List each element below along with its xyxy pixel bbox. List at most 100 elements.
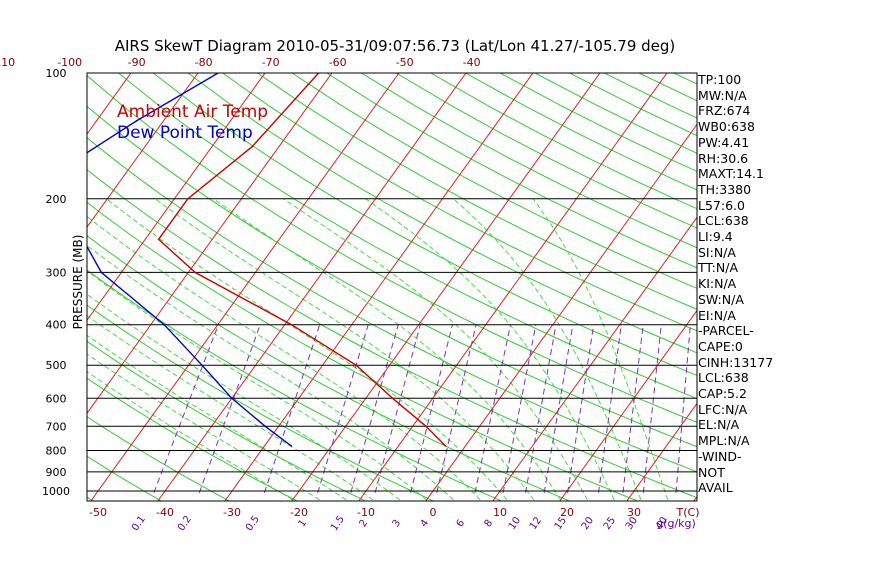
stat-line: LCL:638 <box>698 370 868 386</box>
bottom-temp-tick-label: -20 <box>290 506 308 519</box>
stat-line: -WIND- <box>698 449 868 465</box>
ambient-air-temp-point <box>158 239 160 241</box>
dew-point-temp-point <box>201 364 203 366</box>
stat-line: EL:N/A <box>698 417 868 433</box>
isotherm-line <box>291 54 613 502</box>
stat-line: FRZ:674 <box>698 103 868 119</box>
mixing-ratio-tick-label: 1.5 <box>329 514 347 533</box>
mixing-ratio-tick-label: 3 <box>391 518 404 530</box>
stat-line: AVAIL <box>698 480 868 496</box>
mixing-ratio-line <box>411 325 453 493</box>
ambient-air-temp-point <box>187 198 189 200</box>
top-temp-tick-label: -60 <box>329 56 347 69</box>
moist-adiabat-line <box>106 199 507 500</box>
ambient-air-temp-point <box>291 324 293 326</box>
top-temp-tick-label: -50 <box>396 56 414 69</box>
pressure-tick-label: 200 <box>46 193 67 206</box>
stat-line: MPL:N/A <box>698 433 868 449</box>
pressure-tick-label: 600 <box>46 392 67 405</box>
mixing-ratio-tick-label: 2 <box>358 518 371 530</box>
mixing-ratio-tick-label: 20 <box>580 515 596 532</box>
pressure-tick-label: 1000 <box>42 485 70 498</box>
moist-adiabat-line <box>30 199 454 500</box>
y-axis-label: PRESSURE (MB) <box>71 235 85 330</box>
dew-point-temp-point <box>231 398 233 400</box>
stat-line: L57:6.0 <box>698 198 868 214</box>
stat-line: CAPE:0 <box>698 339 868 355</box>
dry-adiabat-line <box>0 73 26 502</box>
bottom-temp-tick-label: -30 <box>223 506 241 519</box>
stat-line: MAXT:14.1 <box>698 166 868 182</box>
top-temp-tick-label: -70 <box>262 56 280 69</box>
mixing-ratio-tick-label: 0.1 <box>130 514 148 533</box>
mixing-ratio-tick-label: 12 <box>528 515 544 532</box>
mixing-ratio-tick-label: 4 <box>419 518 432 530</box>
stat-line: MW:N/A <box>698 88 868 104</box>
mixing-ratio-tick-label: 6 <box>455 518 468 530</box>
dew-point-temp-point <box>163 324 165 326</box>
stat-line: LFC:N/A <box>698 402 868 418</box>
chart-title: AIRS SkewT Diagram 2010-05-31/09:07:56.7… <box>115 37 676 55</box>
dry-adiabat-line <box>0 73 639 502</box>
top-temp-tick-label: -110 <box>0 56 15 69</box>
isotherm-line <box>358 54 680 502</box>
legend-dew-point-temp: Dew Point Temp <box>117 123 253 143</box>
pressure-tick-label: 900 <box>46 466 67 479</box>
stat-line: LCL:638 <box>698 213 868 229</box>
mixing-ratio-line <box>544 325 573 493</box>
mixing-ratio-line <box>375 325 420 493</box>
moist-adiabat-line <box>533 199 668 500</box>
bottom-temp-tick-label: 0 <box>430 506 437 519</box>
mixing-ratio-tick-label: 10 <box>507 515 523 532</box>
ambient-air-temp-point <box>445 445 447 447</box>
mixing-ratio-line <box>154 325 219 493</box>
top-temp-tick-label: -80 <box>195 56 213 69</box>
mixing-ratio-tick-label: 0.5 <box>244 514 262 533</box>
pressure-tick-label: 400 <box>46 319 67 332</box>
dew-point-temp-point <box>264 426 266 428</box>
mixing-ratio-tick-label: 25 <box>602 515 618 532</box>
stat-line: EI:N/A <box>698 308 868 324</box>
mixing-ratio-tick-label: 0.2 <box>176 514 194 533</box>
pressure-tick-label: 700 <box>46 420 67 433</box>
pressure-tick-label: 800 <box>46 445 67 458</box>
moist-adiabat-line <box>65 199 480 500</box>
isotherm-line <box>224 54 546 502</box>
top-temp-tick-label: -40 <box>463 56 481 69</box>
bottom-temp-tick-label: -40 <box>156 506 174 519</box>
stat-line: CAP:5.2 <box>698 386 868 402</box>
ambient-air-temp-point <box>392 398 394 400</box>
stat-line: CINH:13177 <box>698 355 868 371</box>
mixing-ratio-tick-label: 8 <box>483 518 496 530</box>
stat-line: TT:N/A <box>698 260 868 276</box>
top-temp-tick-label: -90 <box>128 56 146 69</box>
dew-point-temp-point <box>291 445 293 447</box>
stat-line: LI:9.4 <box>698 229 868 245</box>
ambient-air-temp-point <box>355 364 357 366</box>
stat-line: NOT <box>698 465 868 481</box>
bottom-temp-tick-label: -10 <box>357 506 375 519</box>
dew-point-temp-point <box>101 272 103 274</box>
ambient-air-temp-point <box>251 146 253 148</box>
moist-adiabat-line <box>366 199 615 500</box>
stat-line: RH:30.6 <box>698 151 868 167</box>
mixing-ratio-line <box>568 325 594 493</box>
isotherm-line <box>0 54 11 502</box>
legend-ambient-air-temp: Ambient Air Temp <box>117 102 268 122</box>
moist-adiabat-line <box>283 199 587 500</box>
mixing-ratio-line <box>643 325 661 493</box>
mixing-ratio-line <box>676 325 690 493</box>
top-temp-tick-label: -100 <box>57 56 82 69</box>
bottom-temp-tick-label: -50 <box>89 506 107 519</box>
stat-line: SW:N/A <box>698 292 868 308</box>
pressure-tick-label: 300 <box>46 266 67 279</box>
stat-line: WB0:638 <box>698 119 868 135</box>
mixing-ratio-unit-label: g(g/kg) <box>656 517 696 530</box>
moist-adiabat-line <box>213 199 560 500</box>
stat-line: PW:4.41 <box>698 135 868 151</box>
moist-adiabat-line <box>0 199 293 500</box>
ambient-air-temp-point <box>194 272 196 274</box>
stat-line: TH:3380 <box>698 182 868 198</box>
